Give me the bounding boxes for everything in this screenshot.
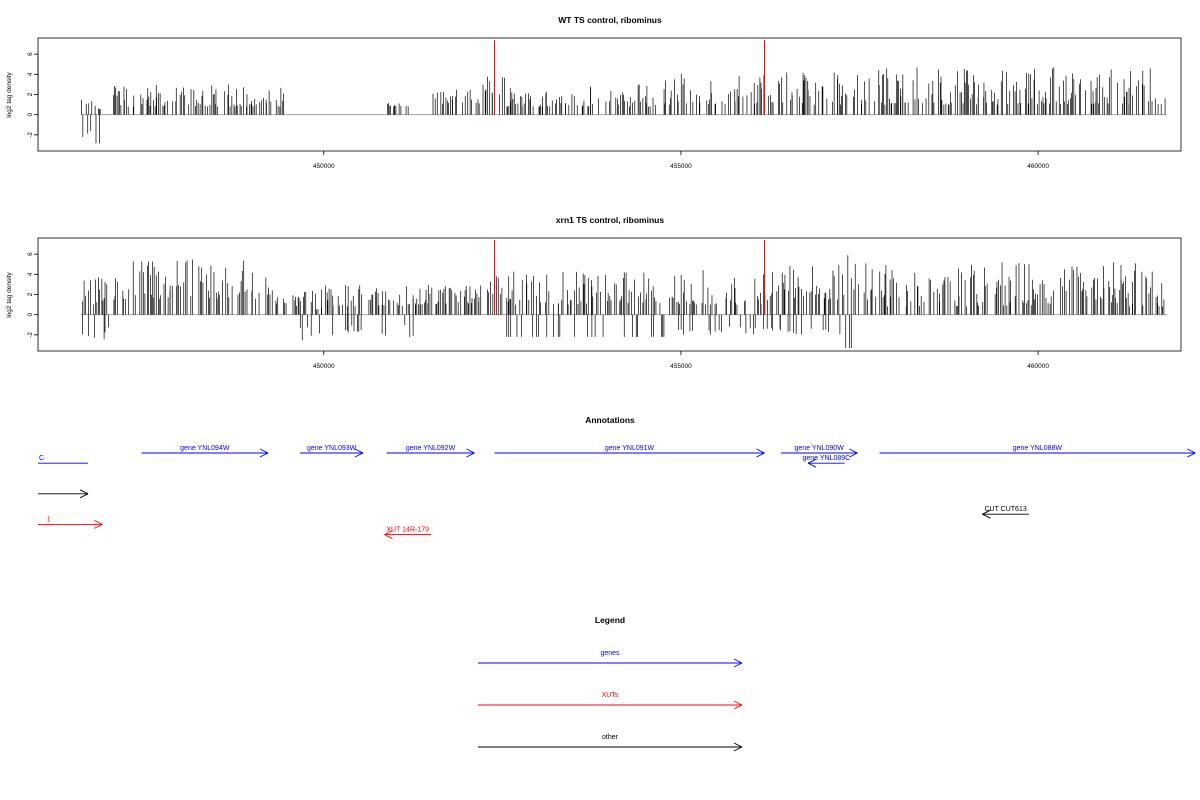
legend-arrow: [478, 658, 743, 668]
feature-arrow: [38, 489, 89, 499]
wt-coverage-panel: WT TS control, ribominus log2 tag densit…: [6, 15, 1182, 170]
feature-arrow: [780, 448, 858, 458]
feature-arrow: [879, 448, 1196, 458]
y-tick-label: 0: [27, 312, 34, 316]
legend-items: genes XUTs other: [478, 650, 743, 752]
signal-bars: [80, 67, 1167, 144]
x-tick-label: 455000: [670, 163, 692, 170]
panel-title: xrn1 TS control, ribominus: [556, 215, 664, 225]
y-tick-label: 2: [27, 292, 34, 296]
legend: Legend genes XUTs other: [478, 615, 743, 752]
x-tick-label: 460000: [1027, 363, 1049, 370]
feature-label: gene YNL089C: [802, 455, 850, 462]
y-axis: -2 0 2 4 6: [27, 52, 39, 138]
feature-arrow: [300, 448, 364, 458]
x-axis: 450000 455000 460000: [313, 151, 1049, 170]
feature-label: CUT CUT613: [984, 506, 1026, 513]
feature-label: gene YNL091W: [605, 445, 655, 452]
legend-label: XUTs: [602, 692, 619, 699]
y-axis: -2 0 2 4 6: [27, 252, 39, 338]
panel-title: WT TS control, ribominus: [558, 15, 662, 25]
feature-label: gene YNL093W: [307, 445, 357, 452]
feature-label: 1: [47, 516, 51, 523]
feature-arrow: [386, 448, 475, 458]
legend-label: other: [602, 734, 619, 741]
marker-lines: [493, 40, 766, 115]
feature-label: gene YNL088W: [1013, 445, 1063, 452]
feature-arrow: [38, 462, 89, 464]
feature-arrow: [384, 530, 431, 540]
signal-bars: [80, 255, 1167, 348]
feature-arrow: [38, 519, 103, 529]
plot-frame: [37, 237, 1182, 352]
feature-label: C: [39, 455, 44, 462]
x-tick-label: 455000: [670, 363, 692, 370]
y-tick-label: 6: [27, 52, 34, 56]
y-tick-label: 2: [27, 92, 34, 96]
feature-arrow: [807, 458, 845, 468]
xrn1-coverage-panel: xrn1 TS control, ribominus log2 tag dens…: [6, 215, 1182, 370]
x-tick-label: 450000: [313, 163, 335, 170]
annotations-title: Annotations: [585, 415, 635, 425]
feature-label: XUT 14R-179: [386, 527, 429, 534]
marker-lines: [493, 240, 766, 315]
x-tick-label: 460000: [1027, 163, 1049, 170]
y-tick-label: 4: [27, 72, 34, 76]
feature-arrow: [494, 448, 765, 458]
x-axis: 450000 455000 460000: [313, 351, 1049, 370]
legend-arrow: [478, 742, 743, 752]
legend-title: Legend: [595, 615, 625, 625]
feature-label: gene YNL092W: [406, 445, 456, 452]
feature-arrow: [982, 509, 1029, 519]
y-tick-label: -2: [27, 132, 34, 138]
y-tick-label: 0: [27, 112, 34, 116]
x-tick-label: 450000: [313, 363, 335, 370]
feature-label: gene YNL090W: [795, 445, 845, 452]
y-axis-label: log2 tag density: [6, 71, 13, 117]
y-axis-label: log2 tag density: [6, 271, 13, 317]
legend-arrow: [478, 700, 743, 710]
y-tick-label: 6: [27, 252, 34, 256]
y-tick-label: -2: [27, 332, 34, 338]
feature-label: gene YNL094W: [180, 445, 230, 452]
feature-arrow: [141, 448, 269, 458]
legend-label: genes: [600, 650, 620, 657]
y-tick-label: 4: [27, 272, 34, 276]
